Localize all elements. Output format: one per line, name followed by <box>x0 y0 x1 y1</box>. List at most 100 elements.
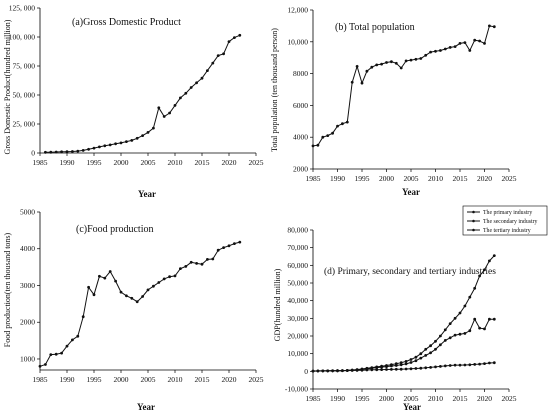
data-point <box>331 369 334 373</box>
data-point <box>419 366 423 370</box>
data-point <box>92 146 96 150</box>
data-point <box>404 362 408 366</box>
data-point <box>65 344 69 348</box>
data-point <box>404 360 408 363</box>
data-point <box>453 333 457 337</box>
data-point <box>49 353 53 356</box>
data-point <box>492 254 496 257</box>
y-tick-label: 0 <box>31 149 35 158</box>
data-point <box>316 143 320 147</box>
data-point <box>81 149 85 152</box>
data-point <box>463 332 467 335</box>
x-tick-label: 1995 <box>87 375 102 384</box>
data-point <box>394 61 398 65</box>
data-point <box>336 369 339 373</box>
data-point <box>146 288 150 292</box>
data-point <box>321 369 325 373</box>
data-point <box>370 366 374 369</box>
series-line <box>39 241 240 367</box>
data-point <box>321 135 325 139</box>
data-point <box>211 61 215 65</box>
y-axis-label: GDP(hundred million) <box>273 268 282 341</box>
data-point <box>429 351 432 355</box>
y-tick-label: 5000 <box>20 208 35 217</box>
data-point <box>458 311 462 315</box>
data-point <box>370 65 374 69</box>
data-point <box>473 38 477 42</box>
y-tick-label: 12,000 <box>287 6 308 15</box>
data-point <box>125 294 128 298</box>
data-point <box>76 334 80 338</box>
data-point <box>399 367 403 371</box>
data-point <box>326 369 330 373</box>
data-point <box>478 326 481 330</box>
data-point <box>404 59 408 63</box>
data-point <box>44 150 47 154</box>
series-line-secondary <box>312 318 495 372</box>
x-tick-label: 2010 <box>428 174 443 183</box>
data-point <box>184 91 188 95</box>
data-point <box>98 145 101 149</box>
y-axis-label: Total population (ten thousand person) <box>270 28 279 152</box>
data-point <box>380 364 383 368</box>
data-point <box>375 368 379 372</box>
data-point <box>443 339 447 342</box>
data-point <box>458 42 462 45</box>
data-point <box>448 336 452 340</box>
data-point <box>483 268 486 272</box>
data-point <box>54 150 58 154</box>
data-point <box>463 41 467 44</box>
data-point <box>341 369 344 372</box>
data-point <box>458 332 462 336</box>
data-point <box>184 265 188 268</box>
data-point <box>385 61 388 64</box>
data-point <box>216 54 220 57</box>
y-tick-label: 4000 <box>293 133 308 142</box>
y-tick-label: 60,000 <box>287 261 308 270</box>
data-point <box>399 361 403 365</box>
data-point <box>439 365 442 368</box>
x-tick-label: 2025 <box>249 375 264 384</box>
data-point <box>108 143 112 147</box>
data-point <box>463 304 467 308</box>
data-point <box>492 361 496 365</box>
data-point <box>380 62 383 66</box>
data-point <box>468 295 472 299</box>
data-point <box>424 53 428 57</box>
y-tick-label: 1000 <box>20 354 35 363</box>
data-point <box>360 367 364 371</box>
x-tick-label: 1995 <box>355 174 370 183</box>
y-tick-label: 70,000 <box>287 243 308 252</box>
data-point <box>146 131 150 134</box>
x-tick-label: 1990 <box>330 174 345 183</box>
data-point <box>87 285 90 289</box>
x-axis-label: Year <box>402 187 420 197</box>
panel-title: (c)Food production <box>76 224 154 235</box>
data-point <box>443 328 447 332</box>
data-point <box>414 355 418 359</box>
data-point <box>238 240 242 244</box>
data-point <box>141 295 145 298</box>
x-axis-label: Year <box>138 189 156 199</box>
data-point <box>355 368 359 371</box>
data-point <box>453 316 457 320</box>
data-point <box>162 277 166 281</box>
y-tick-label: -10,000 <box>285 385 308 394</box>
data-point <box>458 363 462 367</box>
data-point <box>390 368 393 371</box>
y-tick-label: 30,000 <box>287 314 308 323</box>
data-point <box>233 242 236 246</box>
data-point <box>439 49 442 52</box>
data-point <box>326 134 330 138</box>
data-point <box>409 367 413 371</box>
data-point <box>200 76 204 80</box>
data-point <box>443 364 447 368</box>
x-tick-label: 1990 <box>60 375 75 384</box>
y-tick-label: 8000 <box>293 69 308 78</box>
data-point <box>49 150 53 154</box>
data-point <box>453 363 457 367</box>
data-point <box>478 274 481 278</box>
data-point <box>468 49 472 52</box>
data-point <box>483 327 486 331</box>
